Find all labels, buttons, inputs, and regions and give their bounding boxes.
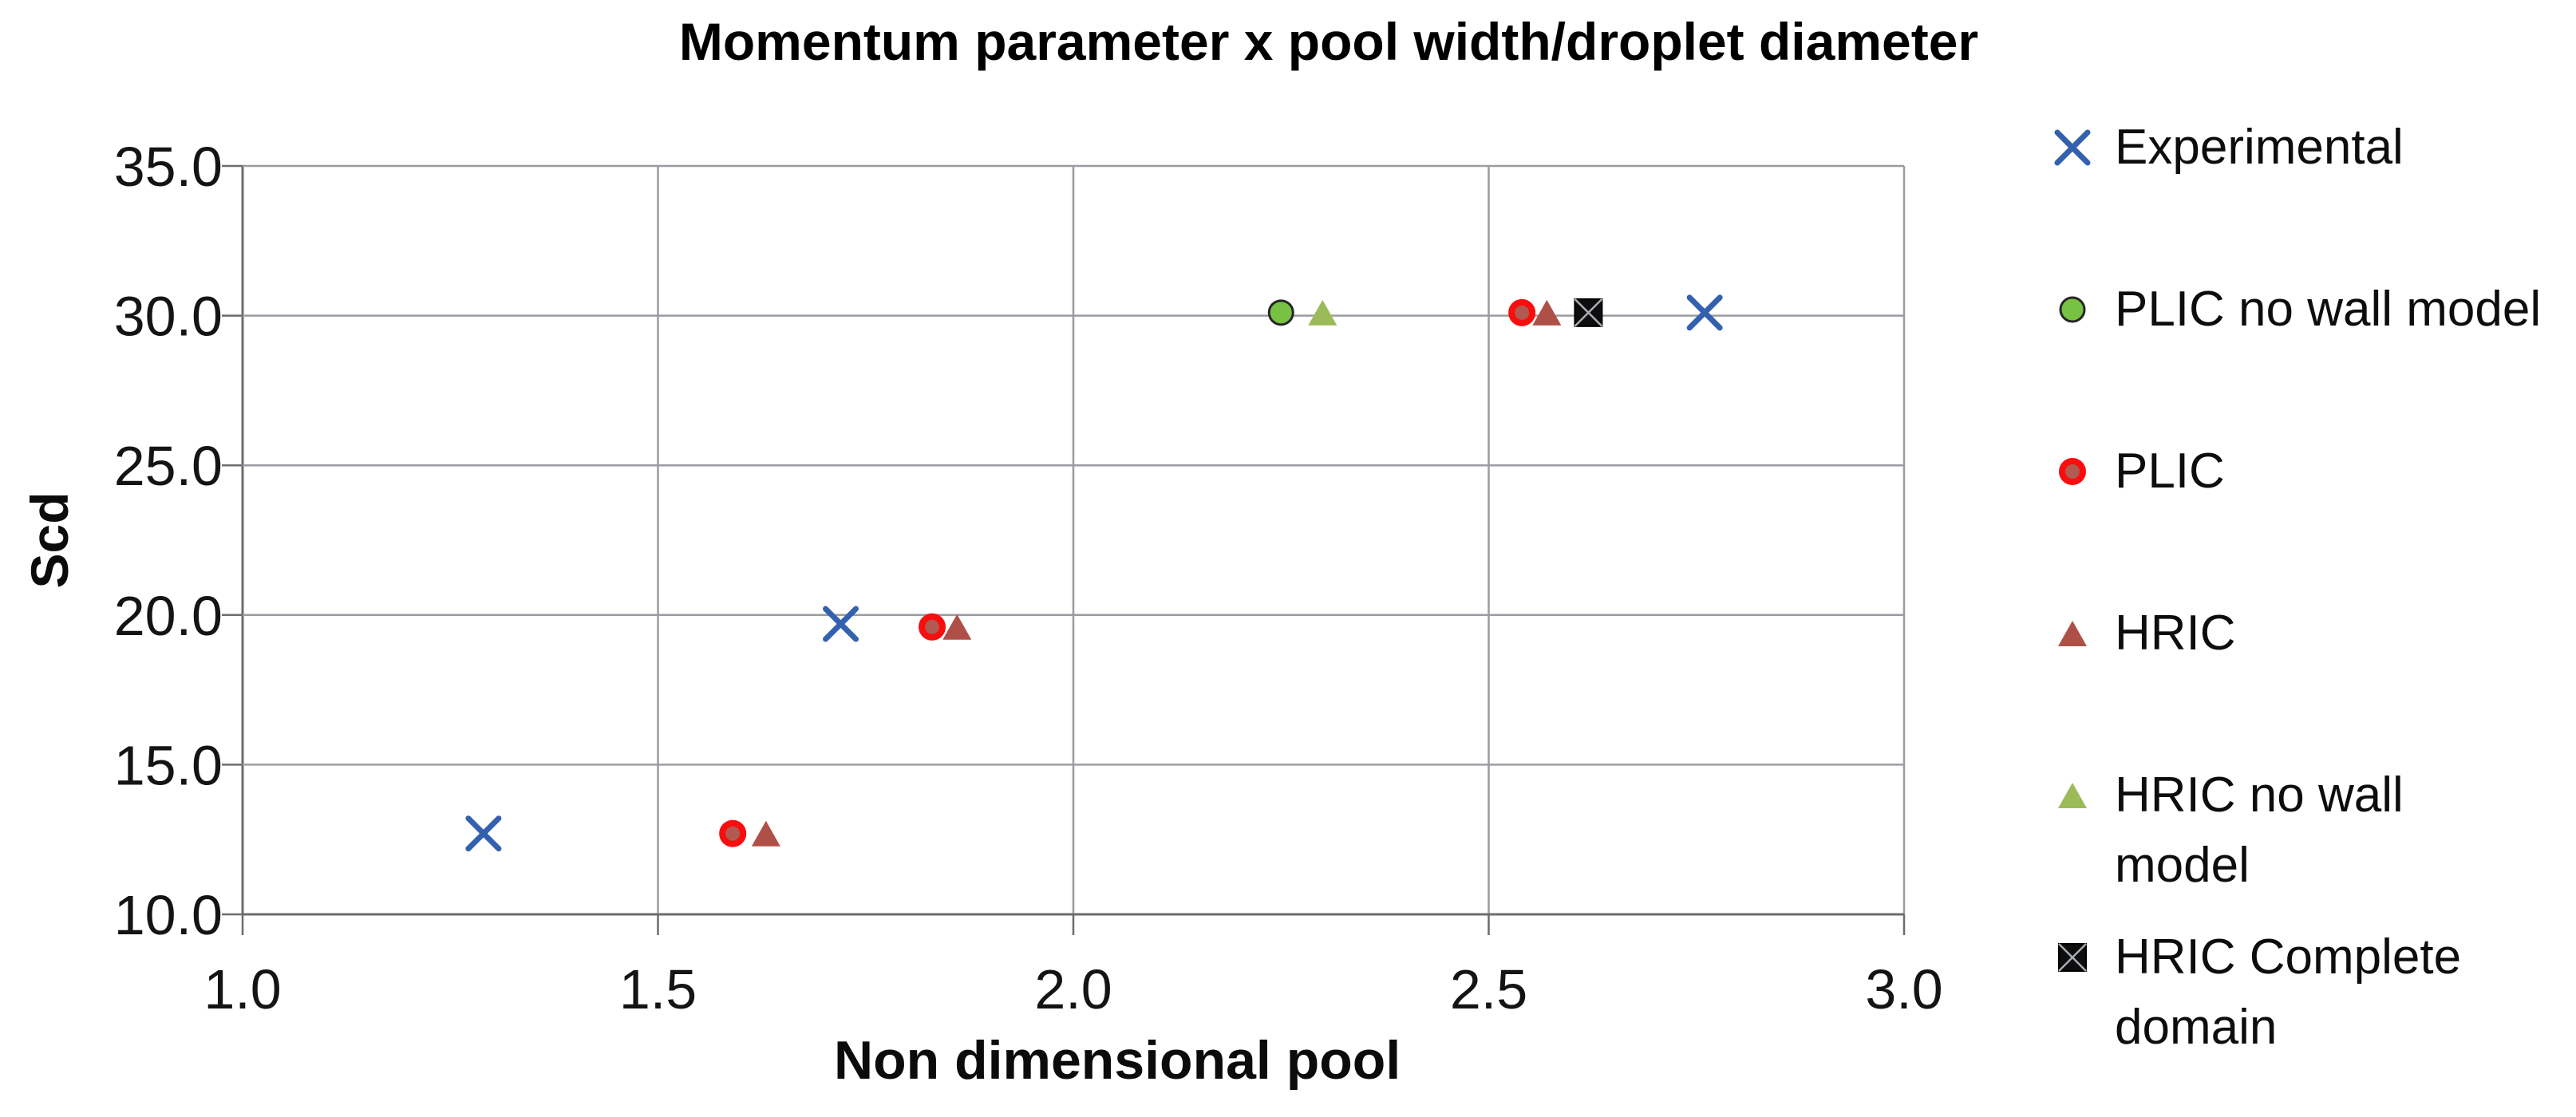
legend-marker-plic <box>2059 458 2086 485</box>
point-experimental <box>1686 294 1723 331</box>
point-plic <box>919 613 946 641</box>
legend-marker-plic-no-wall-model <box>2059 296 2086 323</box>
x-tick-label: 2.0 <box>1034 958 1112 1020</box>
point-plic <box>1508 298 1536 326</box>
legend-marker-hric-no-wall-model <box>2058 783 2087 808</box>
point-hric-no-wall-model <box>1308 299 1337 326</box>
legend-marker-shape <box>2059 296 2086 323</box>
y-tick-label: 10.0 <box>114 884 223 946</box>
legend-marker-hric-complete-domain <box>2058 943 2087 972</box>
x-axis-title: Non dimensional pool <box>834 1030 1401 1091</box>
legend-marker-experimental <box>2054 129 2091 166</box>
point-experimental <box>823 606 859 642</box>
y-tick-label: 15.0 <box>114 734 223 796</box>
x-tick-label: 1.5 <box>619 958 697 1020</box>
legend-label: PLIC no wall model <box>2115 282 2542 337</box>
point-hric <box>1532 299 1562 326</box>
x-tick-label: 2.5 <box>1450 958 1527 1020</box>
point-plic-no-wall-model <box>1267 299 1294 326</box>
x-tick-label: 1.0 <box>203 958 281 1020</box>
point-experimental <box>465 815 502 852</box>
legend-marker-shape <box>2058 783 2087 808</box>
legend-marker-shape <box>2058 943 2087 972</box>
y-tick-label: 20.0 <box>114 585 223 647</box>
legend-marker-shape <box>2054 129 2091 166</box>
point-hric <box>942 614 972 640</box>
legend-label: HRIC no wall model <box>2115 768 2404 893</box>
legend-label: Experimental <box>2115 120 2404 175</box>
legend-marker-hric <box>2058 621 2087 646</box>
y-tick-label: 35.0 <box>114 136 223 198</box>
legend-label: PLIC <box>2115 444 2225 499</box>
point-hric-complete-domain <box>1574 298 1603 327</box>
point-plic <box>719 819 747 847</box>
point-hric <box>751 820 780 847</box>
legend-label: HRIC <box>2115 606 2236 661</box>
x-tick-label: 3.0 <box>1865 958 1942 1020</box>
legend-label: HRIC Complete domain <box>2115 930 2462 1055</box>
chart-title: Momentum parameter x pool width/droplet … <box>678 12 1979 71</box>
y-tick-label: 25.0 <box>114 435 223 497</box>
legend-marker-shape <box>2059 458 2086 485</box>
legend-marker-shape <box>2058 621 2087 646</box>
y-tick-label: 30.0 <box>114 286 223 348</box>
